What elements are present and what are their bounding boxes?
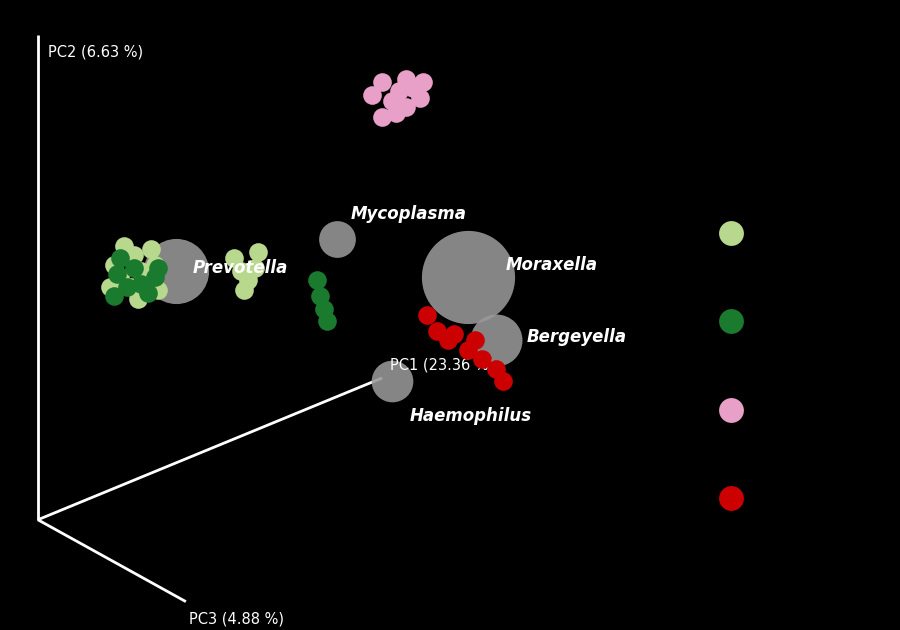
Text: MC1: MC1 — [769, 400, 812, 419]
Point — [399, 102, 413, 112]
Point — [724, 404, 738, 415]
Point — [468, 335, 482, 345]
Text: PC1 (23.36 %): PC1 (23.36 %) — [391, 358, 495, 373]
Point — [248, 263, 262, 273]
Point — [113, 272, 128, 282]
Point — [392, 86, 407, 96]
Text: Haemophilus: Haemophilus — [410, 407, 532, 425]
Point — [385, 376, 400, 386]
Text: Prevotella: Prevotella — [193, 259, 288, 277]
Point — [103, 282, 117, 292]
Point — [461, 272, 475, 282]
Point — [489, 335, 503, 345]
Point — [117, 241, 131, 251]
Point — [144, 244, 158, 254]
Point — [127, 250, 141, 260]
Point — [419, 310, 434, 320]
Point — [151, 263, 166, 273]
Point — [385, 96, 400, 106]
Text: PC3 (4.88 %): PC3 (4.88 %) — [189, 611, 284, 626]
Point — [134, 266, 148, 276]
Point — [399, 74, 413, 84]
Point — [440, 335, 454, 345]
Point — [489, 364, 503, 374]
Point — [313, 291, 328, 301]
Point — [430, 326, 445, 336]
Point — [113, 253, 128, 263]
Point — [724, 228, 738, 238]
Point — [121, 282, 135, 292]
Point — [123, 282, 138, 292]
Point — [106, 260, 121, 270]
Text: MT1: MT1 — [769, 488, 810, 507]
Point — [148, 260, 162, 270]
Text: MC2: MC2 — [769, 224, 812, 243]
Point — [461, 345, 475, 355]
Point — [310, 275, 324, 285]
Point — [130, 294, 145, 304]
Point — [234, 266, 248, 276]
Point — [240, 275, 255, 285]
Point — [140, 275, 155, 285]
Point — [724, 493, 738, 503]
Point — [238, 285, 252, 295]
Point — [375, 112, 390, 122]
Point — [389, 108, 403, 118]
Point — [406, 83, 420, 93]
Text: Moraxella: Moraxella — [506, 256, 598, 273]
Point — [151, 285, 166, 295]
Point — [364, 89, 379, 100]
Point — [317, 304, 331, 314]
Point — [475, 354, 490, 364]
Point — [106, 291, 121, 301]
Text: PC2 (6.63 %): PC2 (6.63 %) — [49, 44, 143, 59]
Point — [140, 288, 155, 298]
Text: MT2: MT2 — [769, 312, 810, 331]
Point — [127, 263, 141, 273]
Point — [447, 329, 462, 339]
Point — [251, 247, 266, 257]
Point — [168, 266, 183, 276]
Point — [416, 77, 430, 87]
Text: Mycoplasma: Mycoplasma — [351, 205, 467, 223]
Point — [110, 269, 124, 279]
Point — [495, 376, 509, 386]
Point — [227, 253, 241, 263]
Point — [134, 278, 148, 289]
Point — [148, 272, 162, 282]
Point — [330, 234, 345, 244]
Text: Bergeyella: Bergeyella — [526, 328, 626, 346]
Point — [413, 93, 428, 103]
Point — [724, 316, 738, 326]
Point — [320, 316, 334, 326]
Point — [375, 77, 390, 87]
